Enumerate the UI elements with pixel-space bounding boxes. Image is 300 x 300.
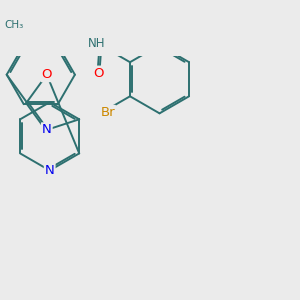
Text: N: N — [42, 123, 52, 136]
Text: O: O — [41, 68, 52, 81]
Text: CH₃: CH₃ — [4, 20, 23, 30]
Text: O: O — [94, 67, 104, 80]
Text: N: N — [45, 164, 55, 177]
Text: Br: Br — [100, 106, 115, 119]
Text: NH: NH — [88, 37, 105, 50]
